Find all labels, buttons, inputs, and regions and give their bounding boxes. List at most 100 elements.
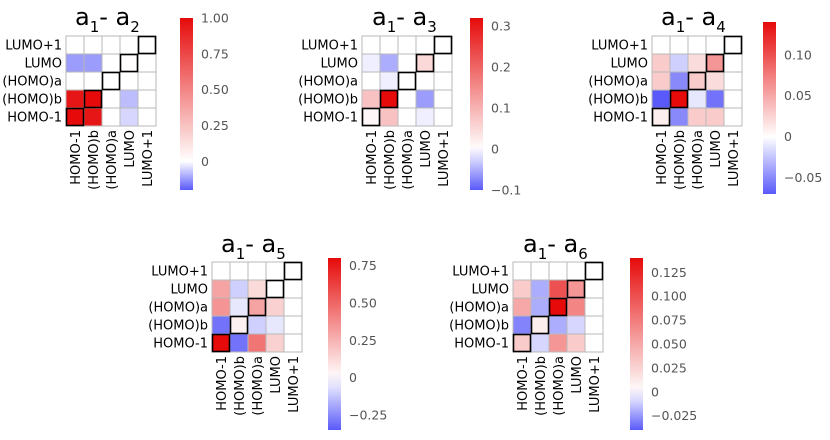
- colorbar-tick-label: 1.00: [201, 11, 229, 26]
- column-label: (HOMO)a: [401, 130, 416, 190]
- heatmap-cell: [433, 89, 453, 109]
- column-label: LUMO: [123, 130, 138, 168]
- heatmap-cell: [584, 279, 604, 299]
- colorbar-tick-label: −0.25: [349, 408, 387, 423]
- heatmap-cell: [669, 89, 689, 109]
- colorbar-tick-label: 0.100: [651, 289, 687, 304]
- column-label: (HOMO)b: [87, 130, 102, 190]
- heatmap-cell: [247, 333, 267, 353]
- heatmap-cell: [397, 89, 417, 109]
- diagonal-outline: [584, 261, 604, 281]
- colorbar-tick-label: 0.1: [491, 101, 511, 116]
- row-label: (HOMO)b: [588, 93, 648, 108]
- heatmap-cell: [65, 107, 85, 127]
- heatmap-panel-2: a1- a3LUMO+1LUMO(HOMO)a(HOMO)bHOMO-1HOMO…: [298, 3, 521, 198]
- heatmap-cell: [705, 35, 725, 55]
- diagonal-outline: [379, 89, 399, 109]
- heatmap-cell: [283, 279, 303, 299]
- colorbar-tick-label: 0.05: [784, 88, 812, 103]
- row-label: HOMO-1: [303, 111, 358, 126]
- heatmap-cell: [265, 279, 285, 299]
- heatmap-cell: [415, 107, 435, 127]
- heatmap-cell: [83, 35, 103, 55]
- row-label: HOMO-1: [593, 111, 648, 126]
- column-label: LUMO+1: [141, 130, 156, 187]
- colorbar-tick-label: 0.25: [201, 118, 229, 133]
- heatmap-cell: [361, 71, 381, 91]
- row-label: LUMO: [471, 283, 509, 298]
- row-label: HOMO-1: [7, 111, 62, 126]
- heatmap-cell: [119, 35, 139, 55]
- heatmap-cell: [211, 297, 231, 317]
- heatmap-cell: [687, 35, 707, 55]
- row-label: LUMO+1: [452, 265, 509, 280]
- heatmap-cell: [566, 333, 586, 353]
- heatmap-panel-3: a1- a4LUMO+1LUMO(HOMO)a(HOMO)bHOMO-1HOMO…: [588, 3, 822, 194]
- heatmap-cell: [119, 53, 139, 73]
- diagonal-outline: [119, 53, 139, 73]
- colorbar-tick-label: 0.125: [651, 265, 687, 280]
- heatmap-cell: [211, 315, 231, 335]
- heatmap-cell: [283, 333, 303, 353]
- colorbar-tick-label: 0.50: [349, 295, 377, 310]
- heatmap-cell: [415, 35, 435, 55]
- diagonal-outline: [723, 35, 743, 55]
- heatmap-cell: [101, 89, 121, 109]
- colorbar-tick-label: 0.3: [491, 19, 511, 34]
- column-label: HOMO-1: [69, 130, 84, 185]
- heatmap-panel-5: a1- a6LUMO+1LUMO(HOMO)a(HOMO)bHOMO-1HOMO…: [449, 230, 697, 430]
- diagonal-outline: [137, 35, 157, 55]
- diagonal-outline: [415, 53, 435, 73]
- heatmap-cell: [101, 35, 121, 55]
- heatmap-cell: [548, 297, 568, 317]
- heatmap-cell: [211, 333, 231, 353]
- heatmap-cell: [530, 261, 550, 281]
- panel-title: a1- a5: [221, 230, 286, 263]
- column-label: LUMO+1: [727, 130, 742, 187]
- row-label: (HOMO)a: [588, 75, 648, 90]
- heatmap-cell: [65, 53, 85, 73]
- heatmap-cell: [723, 53, 743, 73]
- heatmap-cell: [723, 107, 743, 127]
- heatmap-cell: [512, 297, 532, 317]
- heatmap-cell: [283, 297, 303, 317]
- panel-title: a1- a3: [372, 3, 437, 36]
- heatmap-cell: [584, 333, 604, 353]
- heatmap-cell: [687, 71, 707, 91]
- colorbar-tick-label: 0: [491, 142, 499, 157]
- heatmap-cell: [687, 53, 707, 73]
- heatmap-cell: [397, 107, 417, 127]
- heatmap-cell: [265, 315, 285, 335]
- heatmap-cell: [83, 53, 103, 73]
- column-label: (HOMO)a: [105, 130, 120, 190]
- row-label: HOMO-1: [153, 337, 208, 352]
- colorbar: [763, 22, 776, 194]
- row-label: LUMO: [24, 57, 62, 72]
- colorbar-tick-label: −0.025: [651, 408, 697, 423]
- heatmap-cell: [397, 35, 417, 55]
- column-label: LUMO: [709, 130, 724, 168]
- heatmap-cell: [651, 53, 671, 73]
- heatmap-cell: [433, 53, 453, 73]
- heatmap-cell: [247, 279, 267, 299]
- row-label: (HOMO)a: [298, 75, 358, 90]
- heatmap-cell: [512, 333, 532, 353]
- column-label: LUMO+1: [437, 130, 452, 187]
- heatmap-cell: [705, 53, 725, 73]
- diagonal-outline: [530, 315, 550, 335]
- row-label: (HOMO)a: [148, 301, 208, 316]
- heatmap-panel-1: a1- a2LUMO+1LUMO(HOMO)a(HOMO)bHOMO-1HOMO…: [2, 3, 229, 190]
- row-label: (HOMO)a: [449, 301, 509, 316]
- heatmap-cell: [101, 53, 121, 73]
- heatmap-cell: [669, 35, 689, 55]
- panel-title: a1- a4: [661, 3, 726, 36]
- heatmap-cell: [119, 89, 139, 109]
- column-label: LUMO: [570, 356, 585, 394]
- heatmap-cell: [723, 71, 743, 91]
- heatmap-cell: [705, 107, 725, 127]
- heatmap-cell: [584, 297, 604, 317]
- diagonal-outline: [101, 71, 121, 91]
- heatmap-cell: [415, 71, 435, 91]
- row-label: LUMO+1: [5, 39, 62, 54]
- heatmap-cell: [83, 71, 103, 91]
